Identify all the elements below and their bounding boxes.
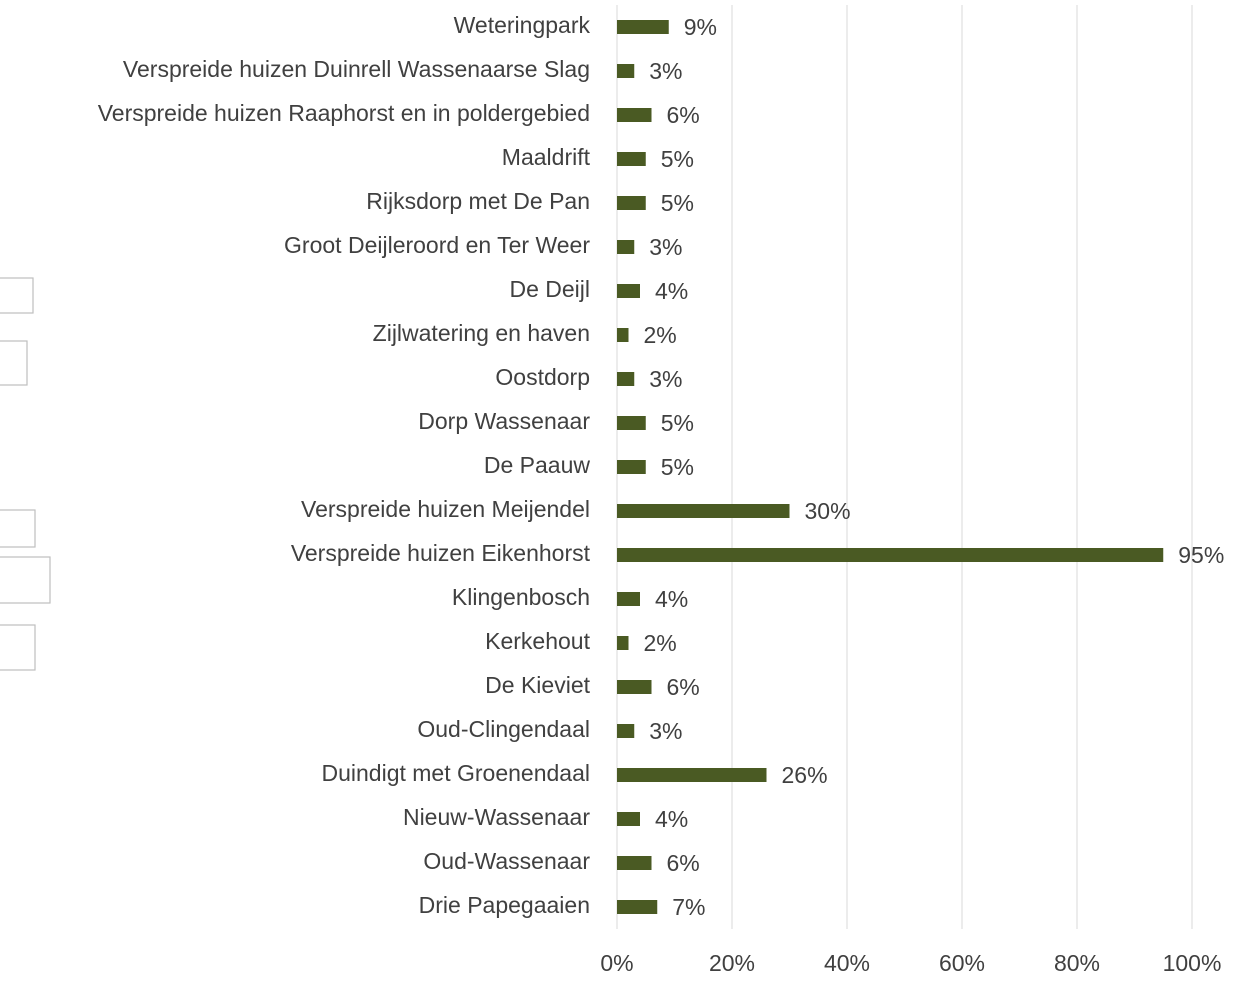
value-label: 6%: [667, 102, 700, 128]
x-tick-label: 80%: [1054, 950, 1100, 976]
clipped-box: [0, 277, 34, 314]
y-tick-label: Groot Deijleroord en Ter Weer: [284, 232, 590, 258]
y-tick-label: Maaldrift: [502, 144, 591, 170]
value-label: 5%: [661, 146, 694, 172]
bar: [617, 900, 658, 914]
value-label: 95%: [1178, 542, 1224, 568]
value-label: 2%: [644, 322, 677, 348]
value-label: 7%: [672, 894, 705, 920]
value-label: 6%: [667, 674, 700, 700]
value-label: 9%: [684, 14, 717, 40]
y-tick-label: Rijksdorp met De Pan: [366, 188, 590, 214]
bar: [617, 372, 635, 386]
bar: [617, 108, 652, 122]
bar: [617, 152, 646, 166]
clipped-box: [0, 340, 28, 386]
y-tick-label: Duindigt met Groenendaal: [322, 760, 591, 786]
value-label: 5%: [661, 454, 694, 480]
clipped-box: [0, 556, 51, 604]
y-tick-label: Klingenbosch: [452, 584, 590, 610]
x-tick-label: 20%: [709, 950, 755, 976]
x-tick-label: 40%: [824, 950, 870, 976]
value-label: 5%: [661, 410, 694, 436]
bar: [617, 20, 669, 34]
bar: [617, 416, 646, 430]
y-tick-label: Verspreide huizen Duinrell Wassenaarse S…: [123, 56, 590, 82]
value-label: 26%: [782, 762, 828, 788]
x-tick-label: 0%: [600, 950, 633, 976]
value-label: 6%: [667, 850, 700, 876]
bar: [617, 724, 635, 738]
bar: [617, 680, 652, 694]
value-label: 4%: [655, 278, 688, 304]
y-tick-label: De Paauw: [484, 452, 591, 478]
value-label: 30%: [805, 498, 851, 524]
bar: [617, 504, 790, 518]
y-tick-label: De Kieviet: [485, 672, 590, 698]
value-label: 2%: [644, 630, 677, 656]
y-tick-label: Zijlwatering en haven: [373, 320, 590, 346]
bar: [617, 856, 652, 870]
y-tick-label: Drie Papegaaien: [419, 892, 590, 918]
x-tick-label: 60%: [939, 950, 985, 976]
bar: [617, 284, 640, 298]
y-tick-label: Oud-Clingendaal: [417, 716, 590, 742]
clipped-box: [0, 624, 36, 671]
value-label: 5%: [661, 190, 694, 216]
bar: [617, 64, 635, 78]
y-tick-label: Oostdorp: [495, 364, 590, 390]
y-tick-label: Verspreide huizen Meijendel: [301, 496, 590, 522]
bar: [617, 460, 646, 474]
bar: [617, 768, 767, 782]
value-label: 3%: [649, 234, 682, 260]
value-label: 3%: [649, 58, 682, 84]
y-tick-label: Kerkehout: [485, 628, 590, 654]
clipped-box: [0, 509, 36, 548]
value-label: 4%: [655, 806, 688, 832]
y-tick-label: Dorp Wassenaar: [418, 408, 590, 434]
value-label: 4%: [655, 586, 688, 612]
y-tick-label: Oud-Wassenaar: [423, 848, 590, 874]
y-tick-label: Nieuw-Wassenaar: [403, 804, 590, 830]
bar: [617, 196, 646, 210]
y-tick-label: Verspreide huizen Eikenhorst: [291, 540, 591, 566]
value-label: 3%: [649, 366, 682, 392]
y-tick-label: De Deijl: [509, 276, 590, 302]
value-label: 3%: [649, 718, 682, 744]
bar: [617, 328, 629, 342]
bar: [617, 636, 629, 650]
bar: [617, 812, 640, 826]
bar: [617, 548, 1164, 562]
x-tick-label: 100%: [1163, 950, 1222, 976]
bar: [617, 592, 640, 606]
bar: [617, 240, 635, 254]
y-tick-label: Weteringpark: [454, 12, 591, 38]
y-tick-label: Verspreide huizen Raaphorst en in polder…: [98, 100, 590, 126]
